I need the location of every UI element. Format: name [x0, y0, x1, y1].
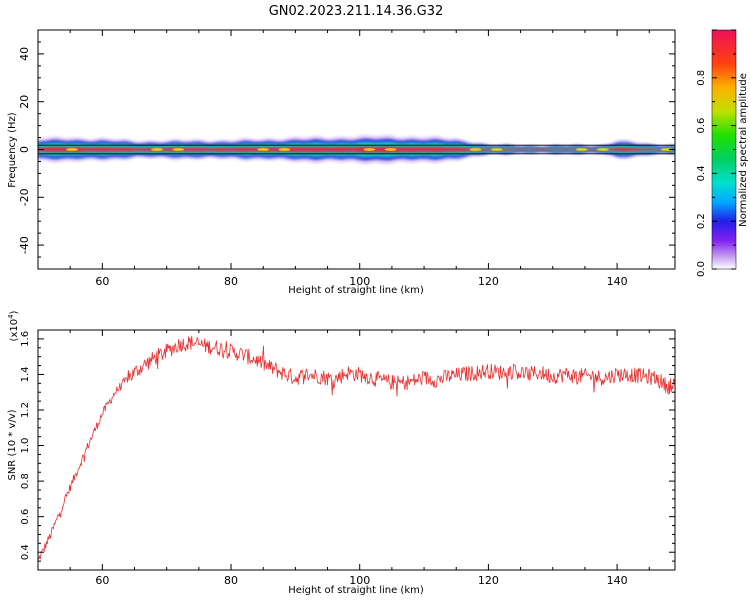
snr-y-tick-label: 1.4 — [20, 366, 31, 382]
spectrogram-x-tick-label: 80 — [224, 275, 238, 288]
band-spot — [660, 148, 673, 151]
snr-y-tick-label: 1.0 — [20, 438, 31, 454]
band-spot — [278, 148, 291, 151]
colorbar-label: Normalized spectral amplitude — [738, 73, 749, 227]
colorbar: 0.0 0.2 0.4 0.6 0.8 Normalized spectral ampl… — [696, 29, 749, 277]
spectrogram-x-tick-label: 100 — [349, 275, 370, 288]
band-spot — [490, 148, 503, 151]
snr-multiplier: (x104) — [7, 310, 20, 341]
colorbar-ticks: 0.0 0.2 0.4 0.6 0.8 — [696, 29, 736, 277]
spectrogram-band — [38, 134, 675, 165]
spectrogram-x-tick-label: 120 — [478, 275, 499, 288]
spectrogram-y-tick-label: -20 — [18, 188, 31, 206]
snr-x-axis: 60 80 100 120 140 — [37, 330, 650, 587]
band-spot — [363, 148, 376, 151]
snr-y-tick-label: 0.4 — [20, 544, 31, 560]
spectrogram-panel: 60 80 100 120 140 -40 -20 0 20 40 Height of stra… — [7, 29, 676, 296]
band-spot — [596, 148, 609, 151]
colorbar-tick-label: 0.0 — [696, 261, 707, 277]
snr-x-label: Height of straight line (km) — [288, 585, 424, 596]
spectrogram-x-label: Height of straight line (km) — [288, 285, 424, 296]
snr-y-tick-label: 0.8 — [20, 473, 31, 489]
snr-y-axis: 0.4 0.6 0.8 1.0 1.2 1.4 1.6 — [20, 331, 675, 571]
spectrogram-y-tick-label: 40 — [18, 47, 31, 61]
band-spot — [66, 148, 79, 151]
band-spot — [172, 148, 185, 151]
band-spot — [575, 148, 588, 151]
snr-y-tick-label: 1.2 — [20, 402, 31, 418]
spectrogram-x-tick-label: 60 — [95, 275, 109, 288]
snr-panel: 60 80 100 120 140 0.4 0.6 0.8 1.0 1.2 1.4 1.6 Heig… — [7, 310, 676, 596]
snr-x-tick-label: 140 — [607, 574, 628, 587]
spectrogram-x-axis: 60 80 100 120 140 — [37, 30, 650, 288]
figure-title: GN02.2023.211.14.36.G32 — [269, 4, 444, 19]
snr-y-label: SNR (10 * v/v) — [7, 409, 18, 480]
snr-y-tick-label: 1.6 — [20, 331, 31, 347]
snr-x-tick-label: 100 — [349, 574, 370, 587]
band-core — [38, 146, 675, 153]
spectrogram-y-label: Frequency (Hz) — [7, 112, 18, 188]
snr-frame — [37, 329, 676, 571]
spectrogram-y-tick-label: 0 — [18, 146, 31, 153]
colorbar-tick-label: 0.8 — [696, 70, 707, 86]
snr-series-line — [38, 335, 675, 560]
spectrogram-y-tick-label: -40 — [18, 236, 31, 254]
snr-y-tick-label: 0.6 — [20, 509, 31, 525]
band-spot — [257, 148, 270, 151]
colorbar-tick-label: 0.2 — [696, 213, 707, 229]
colorbar-tick-label: 0.6 — [696, 118, 707, 134]
band-spot — [384, 148, 397, 151]
spectrogram-y-axis: -40 -20 0 20 40 — [18, 29, 675, 270]
band-spot — [469, 148, 482, 151]
spectrogram-y-tick-label: 20 — [18, 95, 31, 109]
band-spot — [151, 148, 164, 151]
snr-x-tick-label: 60 — [95, 574, 109, 587]
spectrogram-x-tick-label: 140 — [607, 275, 628, 288]
colorbar-tick-label: 0.4 — [696, 165, 707, 181]
snr-x-tick-label: 80 — [224, 574, 238, 587]
snr-x-tick-label: 120 — [478, 574, 499, 587]
colorbar-gradient — [711, 29, 737, 270]
